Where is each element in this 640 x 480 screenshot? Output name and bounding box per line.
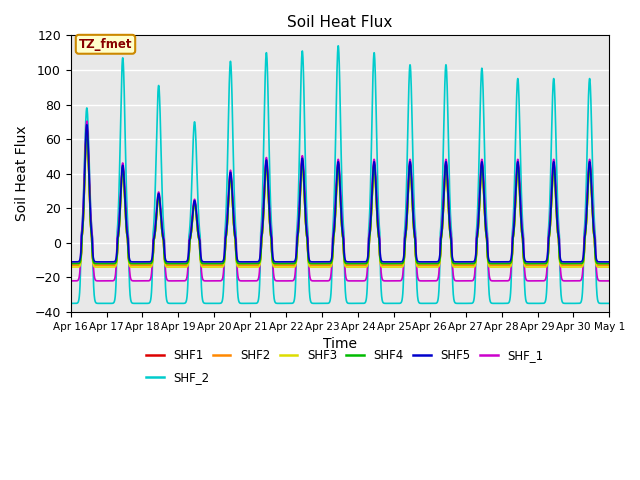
SHF_2 xyxy=(537,300,545,306)
SHF4 xyxy=(297,176,305,181)
X-axis label: Time: Time xyxy=(323,337,357,351)
SHF4 xyxy=(537,261,545,266)
SHF5 xyxy=(102,259,110,265)
Line: SHF_1: SHF_1 xyxy=(70,121,609,281)
SHF_1 xyxy=(161,237,168,243)
SHF_2 xyxy=(160,229,168,235)
Line: SHF5: SHF5 xyxy=(70,125,609,262)
Text: TZ_fmet: TZ_fmet xyxy=(79,38,132,51)
SHF_2 xyxy=(595,300,603,306)
SHF5 xyxy=(129,259,136,265)
SHF5 xyxy=(605,259,613,265)
Y-axis label: Soil Heat Flux: Soil Heat Flux xyxy=(15,126,29,221)
SHF1 xyxy=(537,261,545,266)
SHF_1 xyxy=(605,278,613,284)
SHF2 xyxy=(83,128,91,133)
SHF2 xyxy=(161,256,168,262)
SHF_1 xyxy=(129,278,136,284)
SHF_2 xyxy=(297,94,305,99)
SHF5 xyxy=(161,248,168,253)
SHF1 xyxy=(83,124,91,130)
SHF_2 xyxy=(273,300,281,306)
SHF4 xyxy=(67,261,74,266)
SHF_1 xyxy=(273,278,281,284)
SHF3 xyxy=(297,179,305,184)
SHF5 xyxy=(83,122,91,128)
SHF_1 xyxy=(67,278,74,284)
SHF3 xyxy=(537,264,545,270)
SHF_2 xyxy=(67,300,74,306)
Title: Soil Heat Flux: Soil Heat Flux xyxy=(287,15,393,30)
SHF_1 xyxy=(83,118,91,124)
SHF2 xyxy=(274,263,282,268)
SHF1 xyxy=(129,261,136,266)
Line: SHF_2: SHF_2 xyxy=(70,46,609,303)
SHF2 xyxy=(129,263,136,268)
SHF4 xyxy=(595,261,603,266)
SHF3 xyxy=(83,131,91,137)
Line: SHF1: SHF1 xyxy=(70,127,609,264)
SHF2 xyxy=(537,263,545,268)
SHF5 xyxy=(67,259,74,265)
SHF4 xyxy=(161,255,168,261)
SHF1 xyxy=(605,261,613,266)
Legend: SHF_2: SHF_2 xyxy=(141,367,214,389)
Line: SHF3: SHF3 xyxy=(70,134,609,267)
SHF_1 xyxy=(537,278,545,284)
SHF2 xyxy=(100,263,108,268)
SHF_2 xyxy=(605,300,613,306)
SHF_1 xyxy=(595,278,603,284)
SHF3 xyxy=(100,264,108,270)
Line: SHF2: SHF2 xyxy=(70,131,609,265)
SHF3 xyxy=(129,264,136,270)
SHF1 xyxy=(297,174,305,180)
SHF2 xyxy=(605,263,613,268)
SHF3 xyxy=(161,257,168,263)
SHF3 xyxy=(67,264,74,270)
SHF2 xyxy=(595,263,603,268)
SHF2 xyxy=(67,263,74,268)
SHF4 xyxy=(129,261,136,266)
SHF1 xyxy=(161,255,168,261)
SHF4 xyxy=(100,261,108,266)
SHF4 xyxy=(83,126,91,132)
SHF1 xyxy=(595,261,603,266)
SHF4 xyxy=(605,261,613,266)
SHF_2 xyxy=(128,300,136,306)
SHF4 xyxy=(274,261,282,266)
SHF5 xyxy=(537,259,545,265)
SHF3 xyxy=(595,264,603,270)
SHF1 xyxy=(274,261,282,266)
Line: SHF4: SHF4 xyxy=(70,129,609,264)
SHF5 xyxy=(274,259,282,265)
SHF5 xyxy=(297,170,305,176)
SHF1 xyxy=(67,261,74,266)
SHF_2 xyxy=(335,43,342,49)
SHF3 xyxy=(605,264,613,270)
SHF1 xyxy=(100,261,108,266)
SHF3 xyxy=(274,264,282,270)
SHF5 xyxy=(595,259,603,265)
SHF2 xyxy=(297,177,305,182)
SHF_1 xyxy=(297,170,305,176)
